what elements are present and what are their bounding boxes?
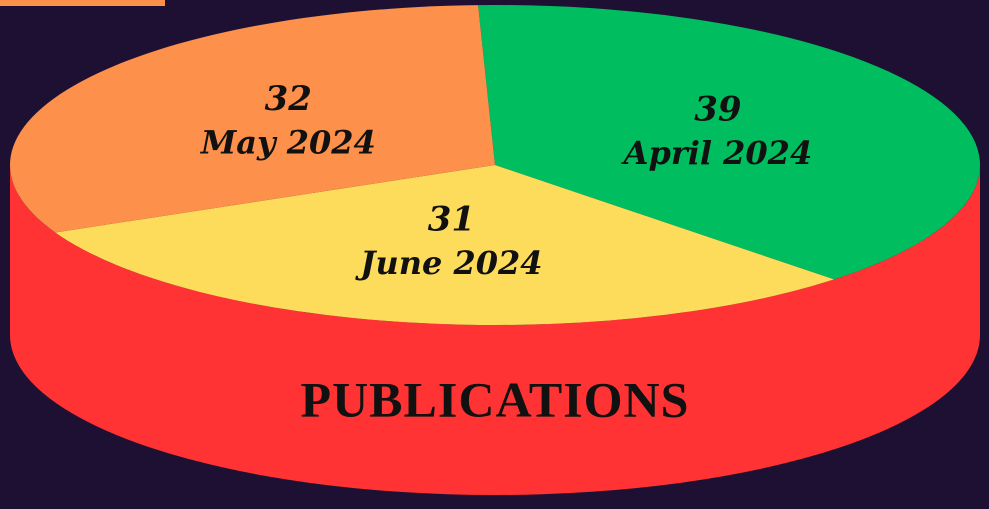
slice-value: 32 bbox=[265, 79, 312, 119]
pie-slice bbox=[478, 4, 981, 280]
slice-value: 39 bbox=[694, 90, 741, 130]
slice-label: June 2024 bbox=[354, 244, 542, 282]
slice-value: 31 bbox=[428, 200, 475, 240]
pie-slice bbox=[55, 165, 835, 326]
corner-tab bbox=[0, 0, 165, 6]
chart-title: PUBLICATIONS bbox=[301, 371, 690, 427]
slice-label: April 2024 bbox=[621, 134, 813, 172]
pie: 39 April 2024 31 June 2024 32 May 2024 bbox=[9, 4, 981, 495]
slice-label: May 2024 bbox=[200, 124, 376, 162]
pie-slice bbox=[9, 5, 496, 233]
pie-side bbox=[10, 165, 980, 495]
